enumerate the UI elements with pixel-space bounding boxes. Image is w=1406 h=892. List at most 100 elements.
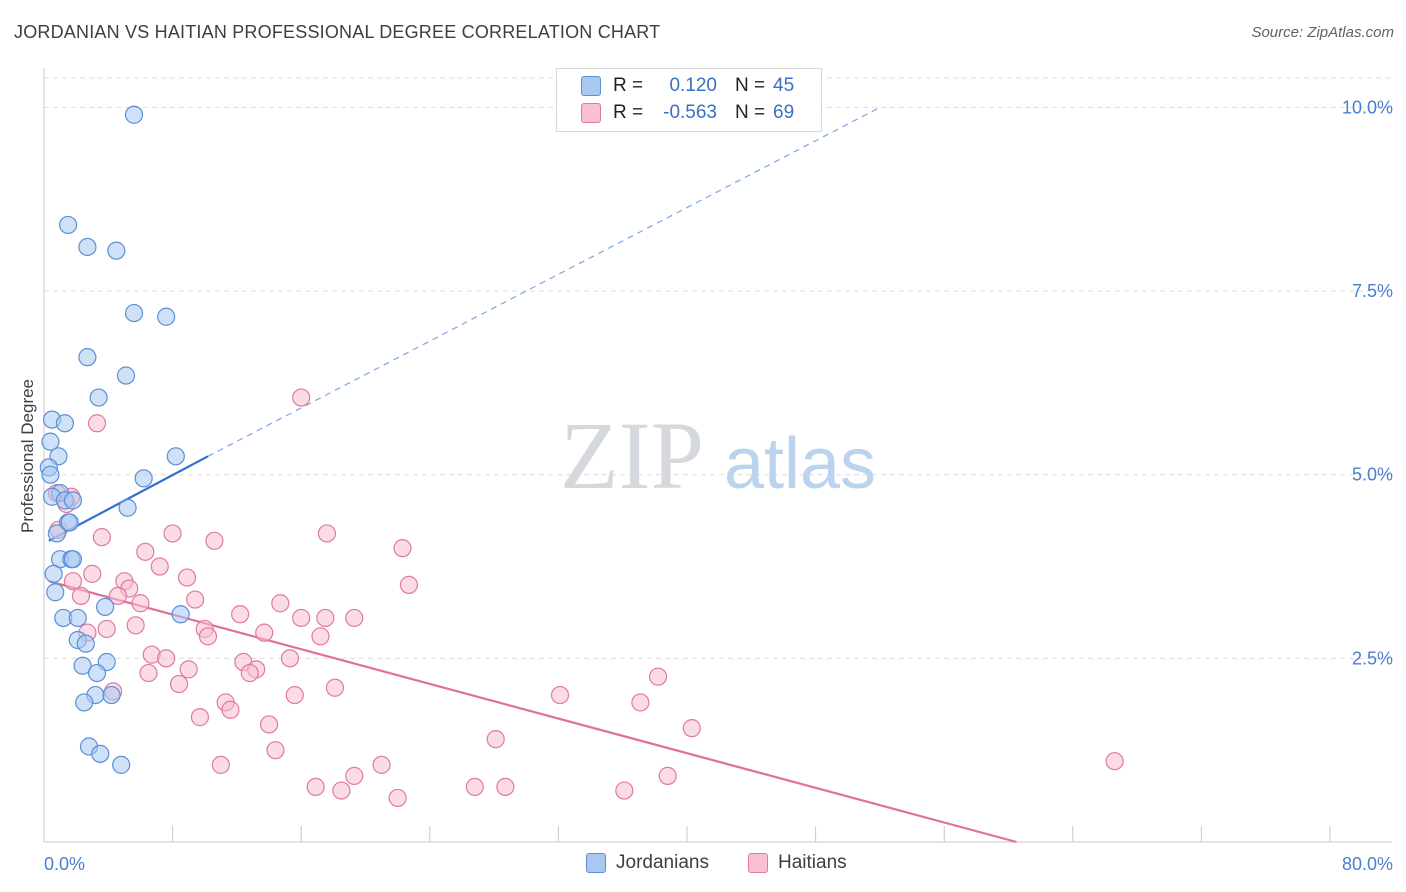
point-jordanians xyxy=(59,215,78,235)
x-tick-label-max: 80.0% xyxy=(1342,854,1393,874)
point-jordanians xyxy=(157,307,176,326)
point-haitians xyxy=(465,777,484,797)
y-tick-label: 7.5% xyxy=(1352,281,1393,301)
point-haitians xyxy=(169,674,189,694)
point-jordanians xyxy=(73,656,92,675)
r-value: 0.120 xyxy=(669,75,717,96)
point-haitians xyxy=(325,678,345,697)
point-haitians xyxy=(266,741,285,760)
point-haitians xyxy=(292,608,311,628)
series-legend: Jordanians Haitians xyxy=(0,852,1406,878)
r-label: R = xyxy=(613,102,644,123)
point-haitians xyxy=(372,755,391,774)
point-jordanians xyxy=(78,348,97,367)
point-haitians xyxy=(97,619,116,639)
watermark: ZIP atlas xyxy=(560,402,876,509)
point-jordanians xyxy=(166,447,185,466)
point-jordanians xyxy=(78,237,97,257)
point-haitians xyxy=(332,781,351,800)
point-jordanians xyxy=(87,663,107,683)
point-jordanians xyxy=(95,597,115,617)
point-jordanians xyxy=(89,388,108,407)
point-jordanians xyxy=(47,524,66,543)
legend-item-haitians[interactable]: Haitians xyxy=(748,852,847,874)
point-haitians xyxy=(259,715,279,734)
point-jordanians xyxy=(116,366,136,385)
stats-legend: R = 0.120 N = 45 R = -0.563 N = 69 xyxy=(556,68,822,132)
point-haitians xyxy=(240,663,259,683)
point-jordanians xyxy=(118,498,137,517)
point-haitians xyxy=(177,568,197,587)
point-jordanians xyxy=(60,513,79,532)
point-haitians xyxy=(150,557,169,576)
point-haitians xyxy=(631,693,650,712)
point-jordanians xyxy=(44,564,63,583)
point-haitians xyxy=(388,788,407,808)
point-jordanians xyxy=(124,105,144,124)
y-tick-label: 10.0% xyxy=(1342,97,1393,117)
point-haitians xyxy=(615,781,634,800)
point-haitians xyxy=(682,719,701,738)
point-haitians xyxy=(280,649,300,668)
legend-label-haitians: Haitians xyxy=(778,852,847,873)
point-haitians xyxy=(190,708,210,727)
axis-layer xyxy=(43,68,1392,843)
point-haitians xyxy=(221,700,240,719)
point-haitians xyxy=(292,388,311,407)
point-jordanians xyxy=(171,605,190,624)
haitians-legend-swatch xyxy=(748,853,768,873)
point-haitians xyxy=(71,586,91,606)
point-jordanians xyxy=(91,744,110,763)
stats-row-jordanians: R = 0.120 N = 45 xyxy=(581,74,794,98)
point-haitians xyxy=(255,623,274,642)
point-haitians xyxy=(345,608,364,628)
jordanians-swatch xyxy=(581,76,601,96)
grid-layer xyxy=(44,77,1392,659)
point-jordanians xyxy=(41,465,60,484)
point-haitians xyxy=(198,627,218,646)
y-tick-label: 2.5% xyxy=(1352,648,1393,668)
point-haitians xyxy=(285,685,304,705)
point-haitians xyxy=(399,575,419,594)
point-jordanians xyxy=(63,491,83,510)
point-haitians xyxy=(658,766,677,785)
point-haitians xyxy=(108,586,128,606)
legend-label-jordanians: Jordanians xyxy=(616,852,709,873)
chart-title: JORDANIAN VS HAITIAN PROFESSIONAL DEGREE… xyxy=(14,22,661,42)
point-jordanians xyxy=(68,608,87,628)
point-haitians xyxy=(83,564,102,583)
watermark-atlas: atlas xyxy=(724,424,876,504)
n-label: N = xyxy=(735,75,766,96)
point-haitians xyxy=(211,755,230,774)
y-tick-label: 5.0% xyxy=(1352,465,1393,485)
stats-row-haitians: R = -0.563 N = 69 xyxy=(581,101,794,125)
n-value: 45 xyxy=(773,75,795,96)
point-haitians xyxy=(393,539,412,558)
point-jordanians xyxy=(134,469,153,488)
point-haitians xyxy=(648,667,668,686)
point-haitians xyxy=(139,663,158,683)
haitians-swatch xyxy=(581,103,601,123)
point-jordanians xyxy=(124,303,144,323)
point-jordanians xyxy=(46,583,65,602)
source-label: Source: ZipAtlas.com xyxy=(1251,24,1394,41)
point-haitians xyxy=(271,594,290,613)
point-haitians xyxy=(92,528,111,547)
point-haitians xyxy=(163,524,182,543)
point-haitians xyxy=(126,616,145,635)
point-haitians xyxy=(87,414,107,433)
legend-item-jordanians[interactable]: Jordanians xyxy=(586,852,709,874)
n-value: 69 xyxy=(773,102,795,123)
point-jordanians xyxy=(63,550,83,569)
point-haitians xyxy=(231,605,250,624)
point-haitians xyxy=(496,777,515,797)
point-haitians xyxy=(205,531,224,550)
point-haitians xyxy=(179,660,198,679)
points-layer xyxy=(39,105,1124,808)
point-haitians xyxy=(550,685,570,705)
point-haitians xyxy=(306,777,325,797)
point-jordanians xyxy=(112,755,131,774)
point-jordanians xyxy=(75,693,94,712)
point-haitians xyxy=(317,524,337,543)
